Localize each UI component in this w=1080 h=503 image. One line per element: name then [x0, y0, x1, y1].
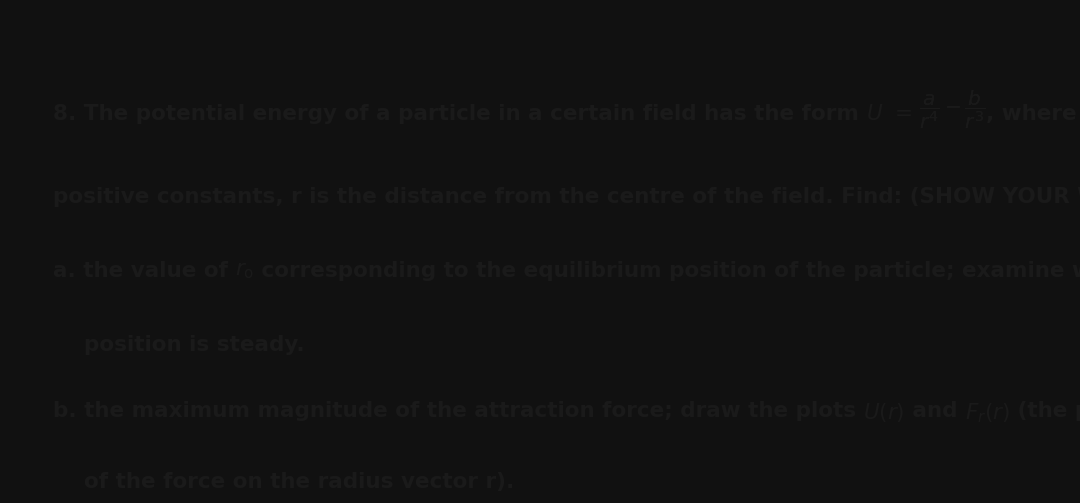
Text: corresponding to the equilibrium position of the particle; examine whether this: corresponding to the equilibrium positio… — [255, 261, 1080, 281]
Text: $F_r(r)$: $F_r(r)$ — [964, 401, 1010, 425]
Text: (the projections: (the projections — [1010, 401, 1080, 422]
Text: $U$: $U$ — [866, 105, 883, 124]
Text: and: and — [905, 401, 964, 422]
Text: $r_{\mathrm{o}}$: $r_{\mathrm{o}}$ — [235, 261, 255, 281]
Text: $\dfrac{a}{r^4} - \dfrac{b}{r^3}$: $\dfrac{a}{r^4} - \dfrac{b}{r^3}$ — [919, 88, 986, 131]
Text: , where a and b are: , where a and b are — [986, 105, 1080, 124]
Text: a. the value of: a. the value of — [53, 261, 235, 281]
Text: 8. The potential energy of a particle in a certain field has the form: 8. The potential energy of a particle in… — [53, 105, 866, 124]
Text: $=$: $=$ — [883, 105, 919, 124]
Text: $\dfrac{a}{r^4} - \dfrac{b}{r^3}$: $\dfrac{a}{r^4} - \dfrac{b}{r^3}$ — [919, 88, 986, 131]
Text: b. the maximum magnitude of the attraction force; draw the plots: b. the maximum magnitude of the attracti… — [53, 401, 863, 422]
Text: $U(r)$: $U(r)$ — [863, 401, 905, 425]
Text: position is steady.: position is steady. — [84, 336, 305, 356]
Text: positive constants, r is the distance from the centre of the field. Find: (SHOW : positive constants, r is the distance fr… — [53, 187, 1080, 207]
Text: of the force on the radius vector r).: of the force on the radius vector r). — [84, 471, 514, 491]
